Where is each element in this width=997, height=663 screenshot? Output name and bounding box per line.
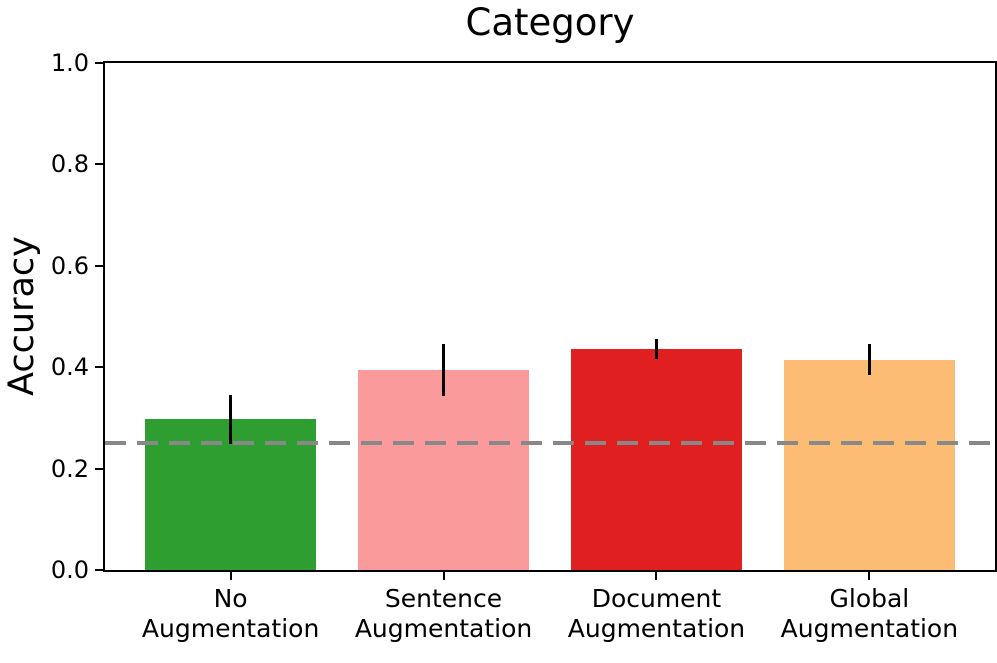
- error-bar-2: [654, 339, 658, 359]
- x-tick-2: [655, 572, 658, 580]
- y-tick-label-2: 0.4: [50, 353, 89, 382]
- y-tick-2: [95, 366, 103, 369]
- error-bar-3: [867, 344, 871, 375]
- y-tick-label-3: 0.6: [50, 251, 89, 280]
- x-tick-label-1: Sentence Augmentation: [354, 584, 533, 643]
- reference-line: [105, 441, 995, 446]
- y-tick-label-1: 0.2: [50, 454, 89, 483]
- error-bar-0: [229, 395, 233, 444]
- bar-3: [784, 359, 955, 570]
- y-tick-5: [95, 62, 103, 64]
- y-tick-4: [95, 163, 103, 166]
- x-tick-0: [229, 572, 232, 580]
- y-tick-1: [95, 467, 103, 470]
- y-tick-0: [95, 569, 103, 571]
- chart-title: Category: [465, 1, 635, 44]
- y-tick-3: [95, 264, 103, 267]
- bar-2: [571, 348, 742, 570]
- x-tick-label-3: Global Augmentation: [780, 584, 959, 643]
- x-tick-1: [442, 572, 445, 580]
- x-tick-3: [868, 572, 871, 580]
- y-tick-label-4: 0.8: [50, 150, 89, 179]
- error-bar-1: [442, 343, 446, 396]
- bar-1: [358, 369, 529, 570]
- y-tick-label-0: 0.0: [50, 556, 89, 584]
- y-tick-label-5: 1.0: [50, 49, 89, 77]
- y-axis-label: Accuracy: [2, 236, 42, 396]
- plot-area: 0.0 0.2 0.4 0.6 0.8 1.0 No Augmentation Sentenc…: [51, 49, 997, 643]
- x-tick-label-2: Document Augmentation: [567, 584, 746, 643]
- x-tick-label-0: No Augmentation: [141, 584, 320, 643]
